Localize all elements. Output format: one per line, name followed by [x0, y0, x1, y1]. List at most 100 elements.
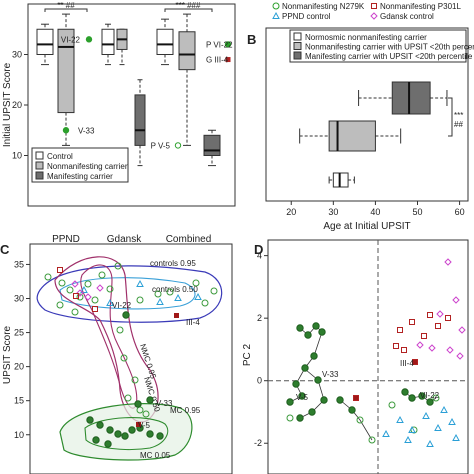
panel-c-point: [92, 306, 98, 312]
panel-c-point: [146, 396, 154, 404]
panel-c-point: [58, 279, 66, 287]
panel-c-ytick-label: 35: [14, 259, 24, 269]
panel-c-point: [210, 287, 218, 295]
panel-c-point: [98, 271, 106, 279]
panel-b-frame: [265, 27, 469, 202]
panel-d-point: [416, 341, 424, 349]
panel-d-legend-marker: [371, 3, 377, 9]
panel-d-point-label: VI-22: [420, 391, 440, 400]
panel-a-annotation: ** ##: [57, 1, 75, 10]
panel-d-frame: [267, 239, 469, 474]
panel-d-point: [432, 394, 440, 402]
panel-d-point: [368, 436, 376, 444]
panel-c-point: [136, 279, 144, 287]
panel-d-point: [409, 319, 415, 325]
panel-c-point: [122, 311, 130, 319]
panel-d-point: [356, 416, 364, 424]
panel-b-bracket: [448, 97, 453, 137]
panel-c-point: [92, 436, 100, 444]
panel-b-legend-swatch: [293, 51, 302, 60]
panel-a-point-label: P VI-22: [206, 40, 233, 49]
panel-c-point: [156, 297, 164, 305]
panel-c-point: [96, 284, 104, 292]
panel-a-legend-box: [31, 147, 129, 183]
panel-c-contour: [54, 256, 159, 423]
panel-d-legend-marker: [272, 2, 280, 10]
panel-d-point: [408, 394, 416, 402]
panel-d-point: [393, 343, 399, 349]
panel-b-legend-label: Normosmic nonmanifesting carrier: [305, 33, 427, 42]
panel-d-point: [353, 395, 359, 401]
panel-c-point: [194, 292, 202, 300]
panel-c-point: [96, 421, 104, 429]
panel-d-point: [440, 405, 448, 413]
panel-b-legend-box: [289, 29, 467, 63]
panel-a-legend-label: Nonmanifesting carrier: [47, 162, 128, 171]
panel-c-point: [124, 394, 132, 402]
panel-a-ytick-label: 30: [12, 50, 22, 60]
panel-d-point: [396, 415, 404, 423]
panel-a-group-label: Combined: [166, 234, 212, 245]
panel-d-ylabel: PC 2: [242, 343, 253, 366]
panel-d-point: [452, 433, 460, 441]
panel-c-point: [166, 288, 174, 296]
panel-a-annotation: *** ###: [176, 1, 201, 10]
panel-d-point: [426, 398, 434, 406]
panel-c-point: [84, 280, 92, 288]
panel-c-point: [106, 426, 114, 434]
panel-d-point: [401, 347, 407, 353]
panel-c-point: [121, 432, 129, 440]
panel-d-point: [428, 344, 436, 352]
panel-a-point: [174, 142, 182, 149]
panel-b-xtick-label: 50: [412, 207, 422, 217]
panel-c-point: [84, 293, 92, 301]
panel-d-point: [296, 414, 304, 422]
panel-d-ytick-label: 0: [257, 376, 262, 386]
panel-c-point: [106, 285, 114, 293]
panel-c-point: [201, 299, 209, 307]
panel-d-point: [286, 398, 294, 406]
panel-c-point: [56, 301, 64, 309]
panel-b-box: [391, 81, 431, 115]
panel-a-legend-swatch: [35, 171, 44, 180]
panel-d-point: [426, 439, 434, 447]
panel-d-point: [446, 346, 454, 354]
panel-c-ytick-label: 20: [14, 362, 24, 372]
panel-c-point: [76, 293, 84, 301]
panel-c-point: [156, 432, 164, 440]
panel-d-link: [339, 399, 373, 441]
panel-d-point: [427, 312, 433, 318]
panel-c-contour-label: controls 0.95: [150, 259, 196, 268]
panel-d-point: [456, 352, 464, 360]
panel-b-xtick-label: 60: [455, 207, 465, 217]
panel-c-ylabel: UPSIT Score: [2, 325, 13, 384]
panel-c-contour: [59, 277, 196, 310]
panel-a-box: [203, 134, 221, 157]
panel-d-point: [388, 401, 396, 409]
panel-c-point: [131, 376, 139, 384]
panel-c-point: [114, 262, 122, 270]
panel-c-ytick-label: 15: [14, 396, 24, 406]
panel-c-point: [44, 273, 52, 281]
panel-c-contour: [59, 403, 193, 461]
panel-a-point: [225, 57, 231, 63]
panel-d-point: [458, 326, 466, 334]
panel-b-legend-label: Manifesting carrier with UPSIT <20th per…: [305, 52, 473, 61]
panel-a-box: [134, 94, 146, 146]
panel-c-ytick-label: 10: [14, 430, 24, 440]
panel-d-point: [404, 435, 412, 443]
panel-c-contour-label: MC 0.05: [140, 451, 171, 460]
panel-b-xtick-label: 30: [328, 207, 338, 217]
panel-c-point: [80, 285, 88, 293]
panel-b-box: [328, 120, 376, 152]
panel-c-point: [146, 430, 154, 438]
panel-a-legend-swatch: [35, 161, 44, 170]
panel-a-legend-swatch: [35, 151, 44, 160]
panel-d-legend-label: Nonmanifesting N279K: [282, 2, 365, 11]
panel-d-point-label: V-33: [322, 370, 339, 379]
panel-d-point: [401, 388, 409, 396]
panel-d-legend-label: Gdansk control: [380, 12, 434, 21]
panel-d-point: [448, 417, 456, 425]
panel-a-bracket: [44, 8, 88, 12]
panel-d-ytick-label: 4: [257, 251, 262, 261]
